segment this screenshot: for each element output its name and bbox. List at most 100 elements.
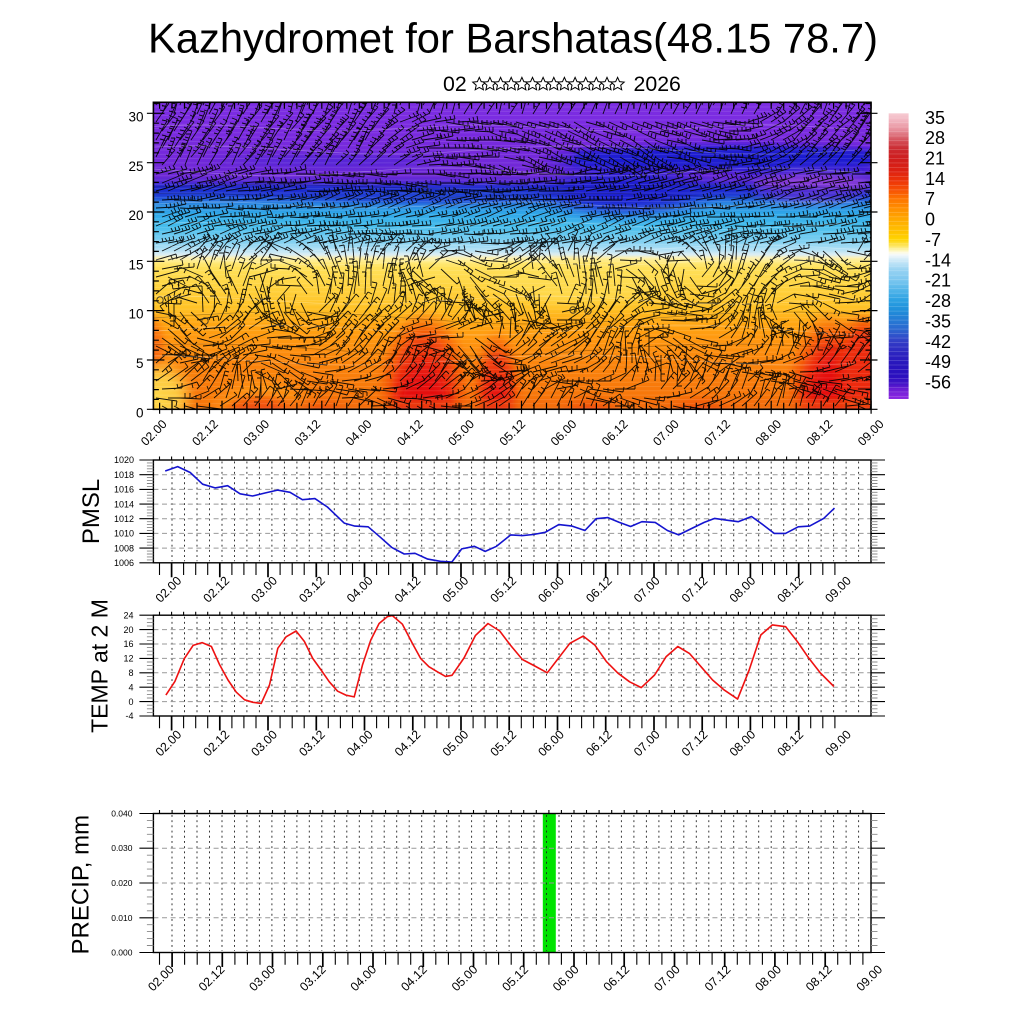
svg-text:05.12: 05.12 — [487, 727, 519, 759]
svg-text:Kazhydromet for Barshatas(48.1: Kazhydromet for Barshatas(48.15 78.7) — [148, 15, 878, 62]
svg-text:02.12: 02.12 — [200, 574, 232, 606]
svg-text:0.010: 0.010 — [111, 913, 133, 923]
svg-text:06.12: 06.12 — [601, 962, 633, 994]
svg-text:05.00: 05.00 — [440, 727, 472, 759]
svg-text:08.00: 08.00 — [752, 962, 784, 994]
svg-text:04.00: 04.00 — [344, 727, 376, 759]
svg-text:07.00: 07.00 — [651, 962, 683, 994]
svg-text:20: 20 — [123, 625, 133, 635]
svg-text:09.00: 09.00 — [855, 417, 887, 449]
svg-text:1006: 1006 — [114, 558, 134, 568]
svg-text:25: 25 — [128, 159, 143, 174]
svg-text:04.00: 04.00 — [348, 962, 380, 994]
svg-text:03.12: 03.12 — [296, 574, 328, 606]
svg-text:1012: 1012 — [114, 514, 134, 524]
svg-text:08.00: 08.00 — [727, 727, 759, 759]
svg-text:02.00: 02.00 — [138, 417, 170, 449]
svg-text:0.000: 0.000 — [111, 948, 133, 958]
svg-text:28: 28 — [925, 128, 945, 148]
svg-text:15: 15 — [128, 257, 143, 272]
svg-text:04.12: 04.12 — [392, 574, 424, 606]
svg-text:06.00: 06.00 — [548, 417, 580, 449]
svg-text:1010: 1010 — [114, 529, 134, 539]
svg-text:1014: 1014 — [114, 499, 134, 509]
svg-text:PMSL: PMSL — [78, 479, 105, 544]
svg-text:06.12: 06.12 — [583, 727, 615, 759]
svg-text:1016: 1016 — [114, 485, 134, 495]
svg-text:07.00: 07.00 — [631, 574, 663, 606]
svg-text:03.12: 03.12 — [296, 727, 328, 759]
svg-text:-42: -42 — [925, 332, 951, 352]
svg-text:0: 0 — [128, 697, 133, 707]
svg-text:08.12: 08.12 — [774, 727, 806, 759]
svg-text:21: 21 — [925, 149, 945, 169]
svg-text:05.00: 05.00 — [440, 574, 472, 606]
svg-text:0.040: 0.040 — [111, 809, 133, 819]
svg-text:16: 16 — [123, 639, 133, 649]
svg-text:08.00: 08.00 — [727, 574, 759, 606]
svg-text:07.12: 07.12 — [679, 574, 711, 606]
svg-text:07.12: 07.12 — [679, 727, 711, 759]
svg-text:06.12: 06.12 — [583, 574, 615, 606]
svg-text:02.00: 02.00 — [145, 962, 177, 994]
svg-text:8: 8 — [128, 668, 133, 678]
svg-text:07.12: 07.12 — [701, 417, 733, 449]
svg-text:05.12: 05.12 — [499, 962, 531, 994]
svg-text:02.12: 02.12 — [200, 727, 232, 759]
svg-text:5: 5 — [136, 356, 144, 371]
svg-text:02.12: 02.12 — [196, 962, 228, 994]
svg-text:-28: -28 — [925, 291, 951, 311]
svg-text:02.00: 02.00 — [153, 574, 185, 606]
svg-text:35: 35 — [925, 108, 945, 128]
svg-text:03.00: 03.00 — [248, 727, 280, 759]
svg-text:06.00: 06.00 — [535, 727, 567, 759]
svg-text:03.00: 03.00 — [246, 962, 278, 994]
svg-text:08.12: 08.12 — [804, 417, 836, 449]
svg-text:06.12: 06.12 — [599, 417, 631, 449]
svg-text:09.00: 09.00 — [854, 962, 886, 994]
svg-text:02.00: 02.00 — [153, 727, 185, 759]
svg-text:02.12: 02.12 — [189, 417, 221, 449]
svg-text:03.00: 03.00 — [240, 417, 272, 449]
svg-text:0.020: 0.020 — [111, 878, 133, 888]
svg-text:04.12: 04.12 — [394, 417, 426, 449]
svg-text:03.12: 03.12 — [292, 417, 324, 449]
svg-text:1008: 1008 — [114, 543, 134, 553]
svg-text:-7: -7 — [925, 230, 941, 250]
svg-text:2026: 2026 — [634, 72, 681, 96]
svg-text:06.00: 06.00 — [535, 574, 567, 606]
svg-text:08.12: 08.12 — [803, 962, 835, 994]
svg-text:09.00: 09.00 — [822, 574, 854, 606]
svg-text:1020: 1020 — [114, 455, 134, 465]
svg-text:7: 7 — [925, 189, 935, 209]
svg-text:24: 24 — [123, 610, 133, 620]
svg-text:06.00: 06.00 — [550, 962, 582, 994]
svg-text:-21: -21 — [925, 271, 951, 291]
svg-text:04.12: 04.12 — [392, 727, 424, 759]
svg-text:1018: 1018 — [114, 470, 134, 480]
svg-text:20: 20 — [128, 208, 143, 223]
svg-text:-4: -4 — [125, 711, 133, 721]
svg-text:04.12: 04.12 — [398, 962, 430, 994]
svg-text:08.00: 08.00 — [753, 417, 785, 449]
svg-text:12: 12 — [123, 654, 133, 664]
svg-text:07.00: 07.00 — [650, 417, 682, 449]
svg-text:30: 30 — [128, 109, 143, 124]
svg-text:-14: -14 — [925, 250, 951, 270]
svg-text:14: 14 — [925, 169, 945, 189]
svg-text:0.030: 0.030 — [111, 843, 133, 853]
svg-text:05.12: 05.12 — [487, 574, 519, 606]
svg-text:02: 02 — [443, 72, 467, 96]
svg-text:03.12: 03.12 — [297, 962, 329, 994]
svg-text:-35: -35 — [925, 311, 951, 331]
svg-text:07.00: 07.00 — [631, 727, 663, 759]
svg-text:4: 4 — [128, 682, 133, 692]
svg-text:08.12: 08.12 — [774, 574, 806, 606]
svg-text:10: 10 — [128, 307, 143, 322]
svg-text:07.12: 07.12 — [702, 962, 734, 994]
svg-text:TEMP at 2 M: TEMP at 2 M — [87, 599, 113, 733]
svg-text:04.00: 04.00 — [344, 574, 376, 606]
svg-text:-56: -56 — [925, 373, 951, 393]
svg-text:-49: -49 — [925, 352, 951, 372]
svg-text:05.00: 05.00 — [445, 417, 477, 449]
